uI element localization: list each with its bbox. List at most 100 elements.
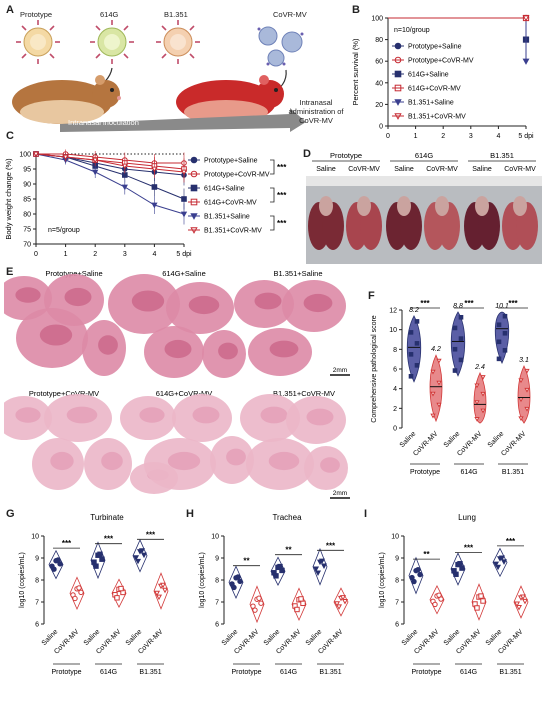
data-point [480, 391, 486, 397]
tick-label-x: 1 [414, 133, 418, 140]
tick-label-x: Saline [443, 430, 462, 449]
data-point [97, 551, 103, 557]
tick-label-y: 85 [23, 197, 31, 204]
data-point [51, 566, 57, 572]
heart [475, 196, 489, 216]
tissue-lesion [101, 451, 123, 471]
tissue-lesion [192, 406, 220, 424]
admin-label: Intranasal administration of CoVR-MV [288, 98, 344, 125]
tick-label-y: 9 [215, 556, 219, 563]
significance-label: *** [277, 163, 287, 172]
data-point [519, 594, 527, 600]
e-label-1: 614G+Saline [162, 269, 206, 278]
tick-label-x: 2 [93, 251, 97, 258]
data-point [151, 166, 158, 173]
tick-label-y: 0 [379, 124, 383, 131]
tick-label-y: 6 [35, 622, 39, 629]
axis-label-y: Percent survival (%) [351, 38, 360, 106]
group-label: B1.351 [499, 669, 521, 676]
tick-label-y: 90 [23, 182, 31, 189]
violin [132, 538, 148, 573]
data-point [518, 416, 524, 422]
mean-label: 8.8 [453, 303, 463, 310]
data-point [92, 169, 99, 176]
significance-bracket [270, 215, 275, 231]
data-point [458, 336, 464, 341]
data-point [436, 380, 442, 386]
tick-label-x: 3 [123, 251, 127, 258]
tick-label-x: Saline [305, 628, 324, 647]
tissue-lesion [66, 406, 98, 424]
tick-label-x: 4 [496, 133, 500, 140]
tick-label-y: 20 [375, 102, 383, 109]
significance-label: ** [285, 546, 292, 555]
heart [319, 196, 333, 216]
legend-label: 614G+CoVR-MV [408, 86, 461, 93]
data-point [273, 573, 279, 579]
data-point [436, 358, 442, 364]
tick-label-x: Saline [125, 628, 144, 647]
tick-label-x: 1 [64, 251, 68, 258]
tick-label-x: 2 [441, 133, 445, 140]
data-point [314, 570, 322, 576]
tick-label-y: 80 [375, 37, 383, 44]
data-point [256, 595, 262, 601]
annotation: n=5/group [48, 227, 80, 234]
tick-label-y: 8 [215, 578, 219, 585]
data-point [430, 369, 436, 375]
virus-label-614g: 614G [100, 10, 119, 19]
tick-label-x: Saline [263, 628, 282, 647]
data-point [121, 184, 128, 191]
legend-label: Prototype+CoVR-MV [204, 172, 270, 179]
series-line [35, 153, 185, 176]
mean-label: 10.1 [495, 303, 509, 310]
panel-d-lung-photos: Prototype 614G B1.351 Saline CoVR-MV Sal… [306, 151, 542, 264]
data-point [521, 598, 529, 605]
data-point [432, 601, 438, 608]
data-point [502, 330, 508, 336]
data-point [180, 169, 188, 176]
tick-label-y: 7 [395, 600, 399, 607]
chart-weight: 70 75 80 85 90 95 100 0 1 2 3 4 5 dpi Body weight cha… [0, 140, 300, 277]
significance-label: *** [506, 537, 516, 546]
tissue-lesion [268, 451, 300, 471]
significance-label: *** [277, 219, 287, 228]
violin [406, 315, 422, 383]
d-group-2: B1.351 [490, 151, 514, 160]
mean-label: 2.4 [474, 364, 485, 371]
tissue-lesion [15, 407, 41, 423]
tissue-lesion [131, 290, 165, 312]
significance-label: *** [420, 299, 430, 308]
tick-label-x: 0 [386, 133, 390, 140]
tick-label-y: 6 [395, 622, 399, 629]
data-point [62, 154, 69, 161]
mean-label: 8.2 [409, 307, 419, 314]
legend-label: 614G+Saline [204, 186, 245, 193]
tissue-lesion [254, 292, 282, 310]
tick-label-y: 70 [23, 242, 31, 249]
d-group-1: 614G [415, 151, 434, 160]
annotation: n=10/group [394, 27, 430, 34]
group-label: B1.351 [319, 669, 341, 676]
axis-label-y: log10 (copies/mL) [19, 552, 26, 608]
panel-label-c: C [6, 130, 14, 142]
virus-614g-icon [90, 20, 134, 64]
tick-label-x: 4 [152, 251, 156, 258]
violin [312, 547, 328, 586]
data-point [496, 339, 502, 345]
tick-label-x: Saline [487, 430, 506, 449]
tick-label-y: 100 [371, 16, 383, 23]
data-point [492, 561, 500, 568]
series-line [35, 153, 185, 215]
panel-label-d: D [303, 148, 311, 160]
chart-survival: 0 20 40 60 80 100 0 1 2 3 4 5 dpi Percent survival (… [348, 14, 540, 153]
significance-label: *** [146, 530, 156, 539]
data-point [93, 563, 99, 569]
data-point [180, 211, 188, 218]
treatment-label: CoVR-MV [273, 10, 307, 19]
tick-label-x: Saline [401, 628, 420, 647]
data-point [151, 184, 158, 190]
heart [513, 196, 527, 216]
data-point [430, 413, 436, 419]
